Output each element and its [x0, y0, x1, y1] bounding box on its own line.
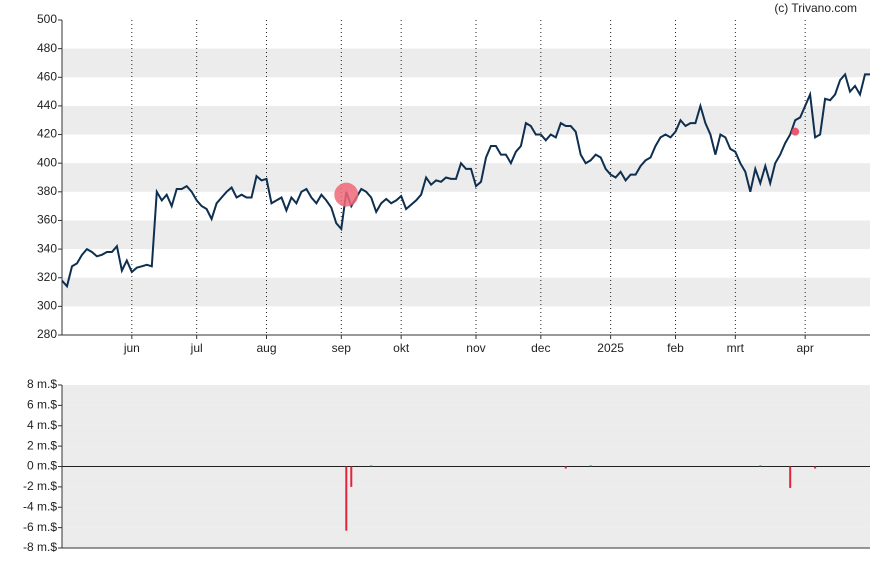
y-tick-label: 380 [37, 184, 57, 198]
band [62, 507, 870, 528]
band [62, 486, 870, 508]
bar [589, 465, 592, 467]
y-tick-label: -8 m.$ [23, 540, 57, 554]
y-tick-label: -4 m.$ [23, 499, 57, 513]
band [62, 527, 870, 548]
x-tick-label: feb [667, 341, 684, 355]
credit: (c) Trivano.com [774, 1, 857, 15]
band [62, 466, 870, 487]
bar [814, 466, 817, 469]
band [62, 105, 870, 135]
y-tick-label: -2 m.$ [23, 479, 57, 493]
x-tick-label: jul [190, 341, 203, 355]
bar [789, 466, 792, 488]
band [62, 425, 870, 447]
bar [350, 466, 353, 487]
y-tick-label: 500 [37, 12, 57, 26]
x-tick-label: dec [531, 341, 550, 355]
x-tick-label: mrt [727, 341, 745, 355]
x-tick-label: apr [796, 341, 813, 355]
x-tick-label: jun [123, 341, 140, 355]
bar [759, 465, 762, 467]
band [62, 446, 870, 467]
y-tick-label: 4 m.$ [27, 418, 57, 432]
y-tick-label: 340 [37, 241, 57, 255]
band [62, 220, 870, 250]
event-marker [334, 182, 359, 207]
band [62, 405, 870, 426]
x-tick-label: sep [332, 341, 352, 355]
x-tick-label: 2025 [597, 341, 624, 355]
bar [345, 466, 348, 531]
band [62, 277, 870, 307]
y-tick-label: 2 m.$ [27, 438, 57, 452]
x-tick-label: aug [256, 341, 276, 355]
band [62, 48, 870, 78]
y-tick-label: 300 [37, 299, 57, 313]
y-tick-label: -6 m.$ [23, 520, 57, 534]
y-tick-label: 6 m.$ [27, 398, 57, 412]
y-tick-label: 480 [37, 41, 57, 55]
y-tick-label: 440 [37, 98, 57, 112]
x-tick-label: nov [466, 341, 485, 355]
y-tick-label: 400 [37, 155, 57, 169]
price-line [61, 72, 870, 289]
y-tick-label: 280 [37, 327, 57, 341]
y-tick-label: 460 [37, 69, 57, 83]
y-tick-label: 360 [37, 213, 57, 227]
bar [564, 466, 567, 469]
y-tick-label: 0 m.$ [27, 459, 57, 473]
bar [370, 465, 373, 467]
y-tick-label: 8 m.$ [27, 377, 57, 391]
x-tick-label: okt [393, 341, 410, 355]
band [62, 385, 870, 406]
event-marker [791, 127, 800, 136]
y-tick-label: 320 [37, 270, 57, 284]
y-tick-label: 420 [37, 127, 57, 141]
